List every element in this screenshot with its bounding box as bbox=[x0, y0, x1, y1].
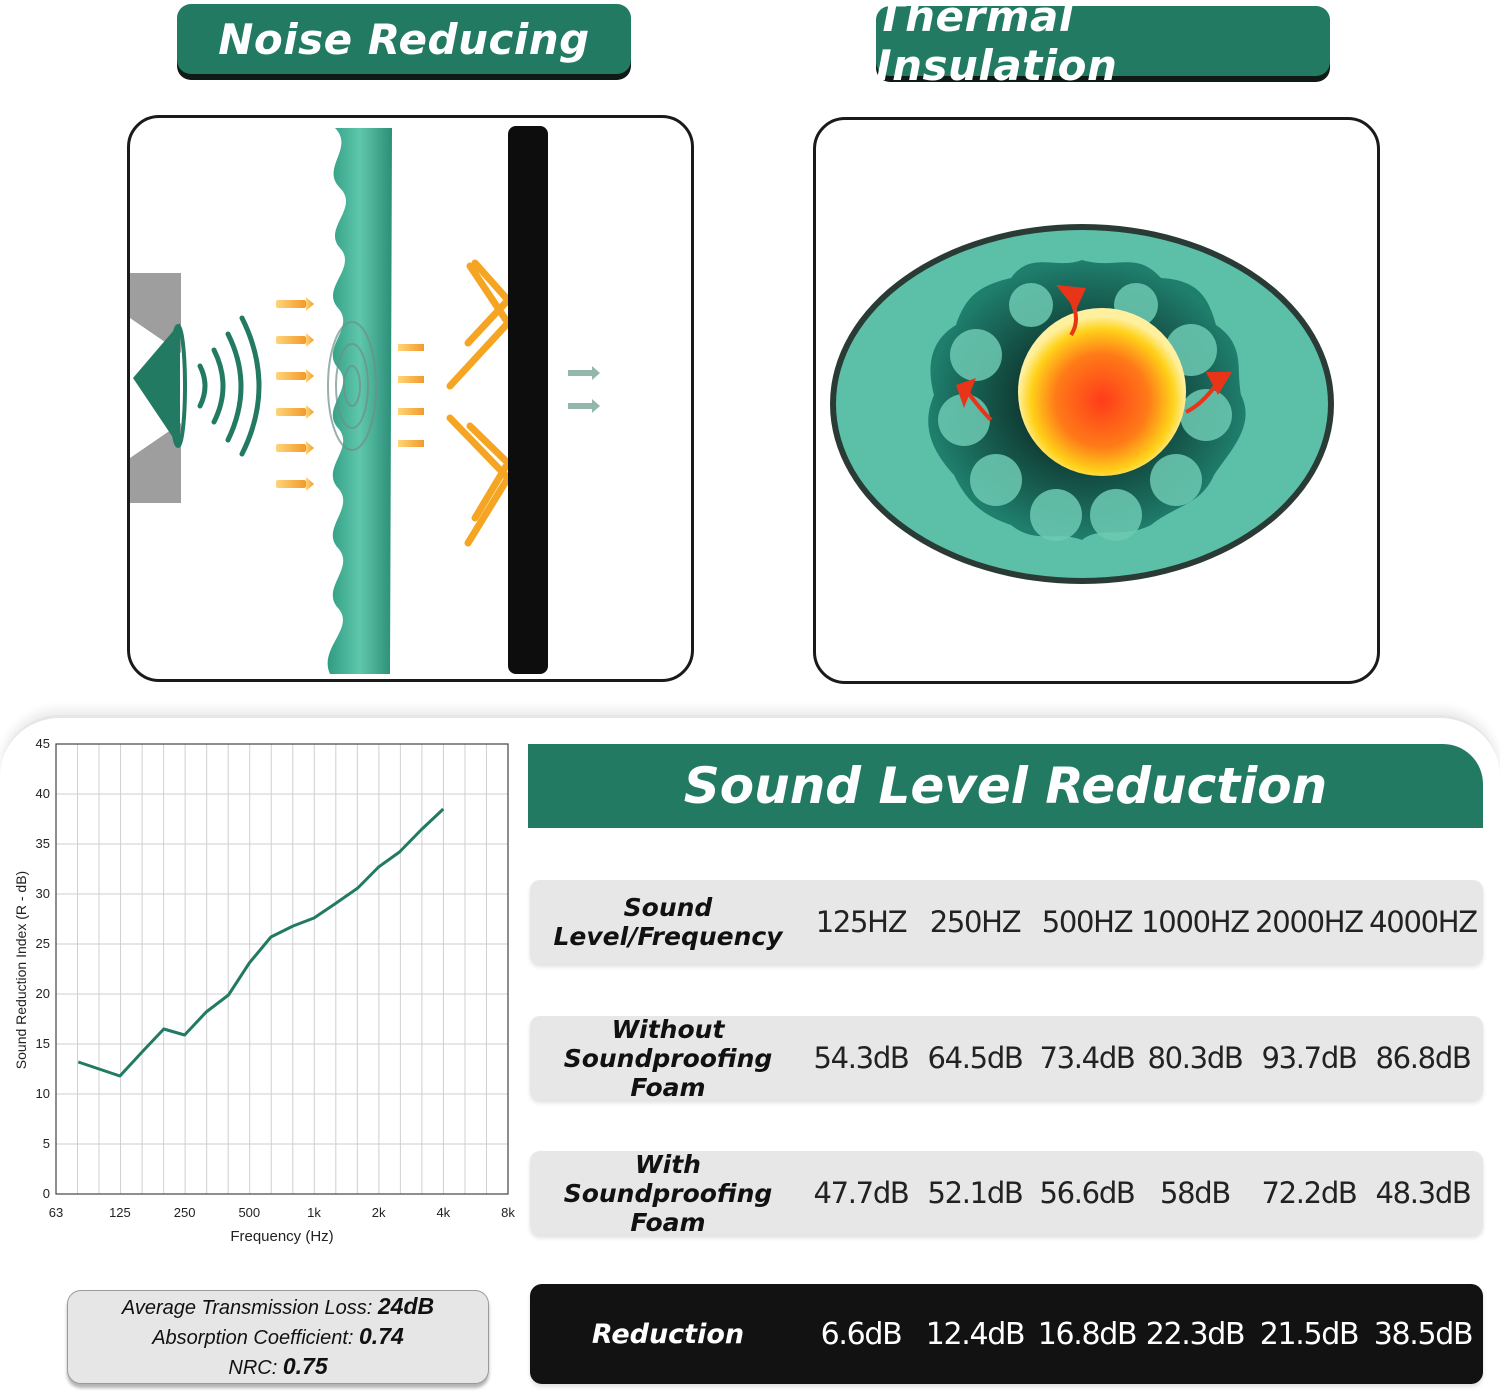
chart-x-tick-label: 1k bbox=[307, 1205, 321, 1220]
chart-y-tick-label: 45 bbox=[36, 736, 50, 751]
chart-x-tick-label: 125 bbox=[109, 1205, 131, 1220]
noise-reducing-title: Noise Reducing bbox=[218, 14, 590, 64]
incoming-sound-arrows bbox=[276, 297, 314, 491]
thermal-insulation-badge: Thermal Insulation bbox=[876, 0, 1330, 90]
chart-y-tick-label: 20 bbox=[36, 986, 50, 1001]
thermal-insulation-panel bbox=[813, 117, 1380, 684]
reduction-cell: 38.5dB bbox=[1373, 1316, 1474, 1352]
noise-reducing-badge: Noise Reducing bbox=[177, 4, 631, 74]
without-cell: 80.3dB bbox=[1147, 1041, 1243, 1075]
chart-x-tick-label: 8k bbox=[501, 1205, 515, 1220]
abs-value: 0.74 bbox=[359, 1323, 404, 1349]
reduction-cell: 6.6dB bbox=[820, 1316, 903, 1352]
chart-series-line bbox=[77, 807, 445, 1078]
nrc-label: NRC: bbox=[228, 1357, 278, 1379]
with-cell: 56.6dB bbox=[1039, 1176, 1135, 1210]
heat-source bbox=[1018, 308, 1186, 476]
header-label-text: Sound Level/Frequency bbox=[553, 893, 783, 951]
acoustic-foam-panel bbox=[327, 128, 392, 674]
chart-x-tick-label: 2k bbox=[372, 1205, 386, 1220]
thermal-illustration bbox=[830, 224, 1334, 584]
reduction-cell: 21.5dB bbox=[1259, 1316, 1360, 1352]
reduction-label-text: Reduction bbox=[591, 1318, 745, 1350]
with-label-line2: Soundproofing Foam bbox=[563, 1178, 773, 1237]
with-cell: 58dB bbox=[1159, 1176, 1231, 1210]
row-label-reduction: Reduction bbox=[530, 1284, 806, 1384]
without-cell: 54.3dB bbox=[813, 1041, 909, 1075]
chart-x-tick-label: 250 bbox=[174, 1205, 196, 1220]
chart-x-tick-label: 4k bbox=[436, 1205, 450, 1220]
abs-label: Absorption Coefficient: bbox=[152, 1327, 354, 1349]
chart-y-axis-label: Sound Reduction Index (R - dB) bbox=[13, 871, 29, 1069]
header-cell: 2000HZ bbox=[1255, 905, 1364, 939]
table-title: Sound Level Reduction bbox=[683, 757, 1328, 815]
chart-plot-area bbox=[55, 743, 509, 1195]
acoustic-stats-box: Average Transmission Loss: 24dB Absorpti… bbox=[67, 1290, 489, 1384]
chart-x-tick-label: 63 bbox=[49, 1205, 63, 1220]
table-row-with-foam: With Soundproofing Foam 47.7dB 52.1dB 56… bbox=[530, 1149, 1483, 1237]
row-label-without: Without Soundproofing Foam bbox=[530, 1014, 806, 1102]
with-cell: 52.1dB bbox=[927, 1176, 1023, 1210]
chart-y-tick-label: 40 bbox=[36, 786, 50, 801]
without-label-line1: Without bbox=[611, 1014, 725, 1044]
noise-reducing-panel bbox=[127, 115, 694, 682]
with-cell: 48.3dB bbox=[1375, 1176, 1471, 1210]
chart-y-tick-label: 10 bbox=[36, 1086, 50, 1101]
avg-label: Average Transmission Loss: bbox=[121, 1297, 373, 1319]
chart-y-tick-label: 30 bbox=[36, 886, 50, 901]
header-cell: 1000HZ bbox=[1141, 905, 1250, 939]
absorption-coefficient: Absorption Coefficient: 0.74 bbox=[68, 1321, 488, 1351]
header-cell: 500HZ bbox=[1041, 905, 1134, 939]
header-cell: 250HZ bbox=[929, 905, 1022, 939]
noise-illustration bbox=[130, 126, 600, 674]
row-label-with: With Soundproofing Foam bbox=[530, 1149, 806, 1237]
chart-y-tick-label: 25 bbox=[36, 936, 50, 951]
chart-y-tick-label: 0 bbox=[43, 1186, 50, 1201]
thermal-insulation-title: Thermal Insulation bbox=[876, 0, 1118, 90]
nrc-value: 0.75 bbox=[282, 1353, 328, 1379]
without-label-line2: Soundproofing Foam bbox=[563, 1043, 773, 1102]
reduction-cell: 22.3dB bbox=[1145, 1316, 1246, 1352]
without-cell: 64.5dB bbox=[927, 1041, 1023, 1075]
chart-x-tick-label: 500 bbox=[238, 1205, 260, 1220]
without-cell: 93.7dB bbox=[1261, 1041, 1357, 1075]
chart-y-tick-label: 5 bbox=[43, 1136, 50, 1151]
reduction-cell: 16.8dB bbox=[1037, 1316, 1138, 1352]
without-cell: 73.4dB bbox=[1039, 1041, 1135, 1075]
chart-y-tick-label: 15 bbox=[36, 1036, 50, 1051]
table-row-header: Sound Level/Frequency 125HZ 250HZ 500HZ … bbox=[530, 880, 1483, 964]
reflected-sound-arrows bbox=[446, 259, 513, 547]
wall bbox=[508, 126, 548, 674]
with-label-line1: With bbox=[635, 1149, 701, 1179]
chart-x-axis-label: Frequency (Hz) bbox=[230, 1228, 333, 1245]
nrc: NRC: 0.75 bbox=[68, 1351, 488, 1381]
avg-value: 24dB bbox=[377, 1293, 435, 1319]
table-row-reduction: Reduction 6.6dB 12.4dB 16.8dB 22.3dB 21.… bbox=[530, 1284, 1483, 1384]
avg-transmission-loss: Average Transmission Loss: 24dB bbox=[68, 1291, 488, 1321]
with-cell: 47.7dB bbox=[813, 1176, 909, 1210]
header-cell: 4000HZ bbox=[1369, 905, 1478, 939]
row-label-header: Sound Level/Frequency bbox=[530, 880, 806, 964]
with-cell: 72.2dB bbox=[1261, 1176, 1357, 1210]
header-cell: 125HZ bbox=[815, 905, 908, 939]
chart-y-tick-label: 35 bbox=[36, 836, 50, 851]
reduction-cell: 12.4dB bbox=[925, 1316, 1026, 1352]
speaker-icon bbox=[130, 273, 187, 503]
heat-arrow-icon bbox=[956, 285, 1232, 422]
table-row-without-foam: Without Soundproofing Foam 54.3dB 64.5dB… bbox=[530, 1014, 1483, 1102]
sound-reduction-chart: 0 5 10 15 20 25 30 35 40 45 63 125 250 500 1k 2k 4k 8k Fr… bbox=[13, 736, 515, 1245]
sound-level-reduction-title: Sound Level Reduction bbox=[528, 744, 1483, 828]
without-cell: 86.8dB bbox=[1375, 1041, 1471, 1075]
sound-wave-icon bbox=[197, 315, 262, 457]
